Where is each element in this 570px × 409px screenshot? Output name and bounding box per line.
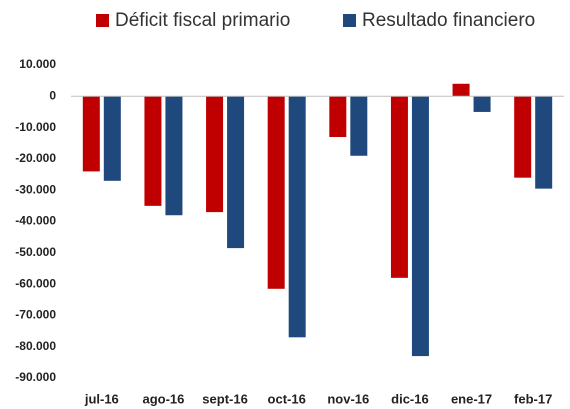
y-tick-label: -50.000 (15, 245, 56, 259)
y-tick-label: -20.000 (15, 151, 56, 165)
bar (452, 83, 470, 97)
legend-label: Resultado financiero (362, 10, 535, 31)
legend-swatch (96, 14, 109, 27)
bar (165, 96, 183, 216)
bar (227, 96, 245, 249)
y-tick-label: -70.000 (15, 308, 56, 322)
y-tick-label: -80.000 (15, 339, 56, 353)
bar (144, 96, 162, 206)
x-tick-label: ene-17 (451, 391, 492, 406)
y-tick-label: -60.000 (15, 276, 56, 290)
y-tick-label: 10.000 (19, 57, 56, 71)
bar (411, 96, 429, 357)
bar (535, 96, 553, 189)
x-tick-label: nov-16 (327, 391, 369, 406)
legend-swatch (343, 14, 356, 27)
bar (82, 96, 100, 172)
bar (473, 96, 491, 112)
bar (350, 96, 368, 156)
bar (390, 96, 408, 278)
y-tick-label: 0 (49, 88, 56, 102)
bar (329, 96, 347, 137)
y-tick-label: -90.000 (15, 370, 56, 384)
y-tick-label: -40.000 (15, 214, 56, 228)
y-tick-label: -10.000 (15, 120, 56, 134)
x-tick-label: oct-16 (268, 391, 306, 406)
x-tick-label: ago-16 (142, 391, 184, 406)
bar (514, 96, 532, 178)
bar (267, 96, 285, 289)
x-tick-label: feb-17 (514, 391, 552, 406)
x-tick-label: jul-16 (84, 391, 119, 406)
bar (206, 96, 224, 213)
x-tick-label: dic-16 (391, 391, 429, 406)
legend-label: Déficit fiscal primario (115, 10, 290, 31)
y-tick-label: -30.000 (15, 182, 56, 196)
bar (288, 96, 306, 338)
bar (103, 96, 121, 181)
x-tick-label: sept-16 (202, 391, 248, 406)
